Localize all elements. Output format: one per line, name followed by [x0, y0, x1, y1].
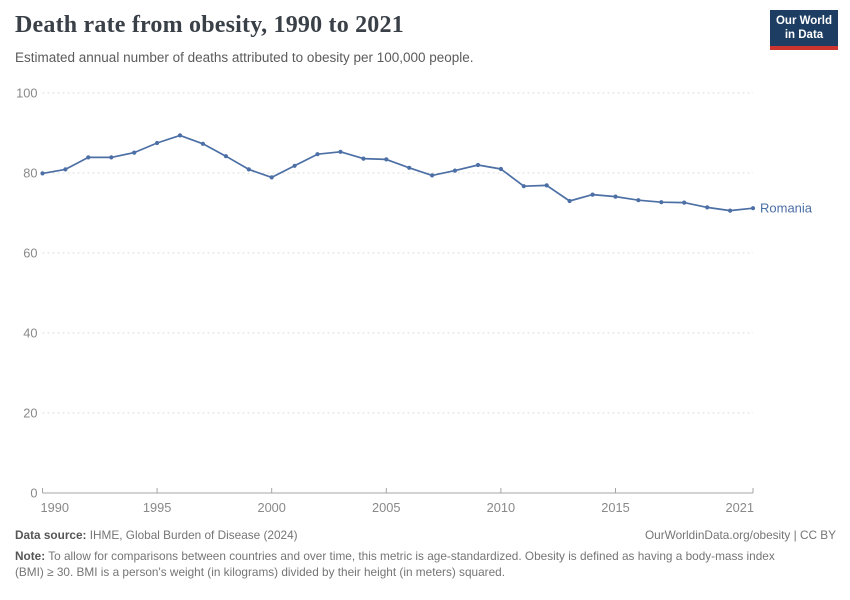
data-point: [200, 141, 205, 146]
data-point: [384, 157, 389, 162]
line-chart-svg: 0 20 40 60 80 100 1990 1995 2000 2005 2010 2015 2021…: [16, 86, 813, 516]
data-point: [659, 200, 664, 205]
owid-logo-line2: in Data: [784, 28, 824, 41]
footnote-label: Note:: [15, 549, 46, 563]
x-tick-label: 1995: [143, 500, 171, 515]
data-point: [521, 184, 526, 189]
data-point: [109, 155, 114, 160]
y-tick-label: 40: [23, 326, 37, 341]
data-point: [269, 175, 274, 180]
x-tick-label: 2000: [257, 500, 285, 515]
y-tick-label: 80: [23, 166, 37, 181]
owid-logo: Our World in Data: [770, 10, 838, 50]
x-tick-label: 2010: [487, 500, 515, 515]
data-source-value: IHME, Global Burden of Disease (2024): [89, 528, 298, 542]
data-point: [452, 168, 458, 173]
owid-logo-line1: Our World: [775, 15, 832, 27]
y-tick-label: 100: [16, 86, 37, 101]
line-chart-area: 0 20 40 60 80 100 1990 1995 2000 2005 2010 2015 2021…: [0, 85, 850, 530]
series-label-romania[interactable]: Romania: [760, 201, 813, 216]
data-point: [728, 208, 733, 213]
data-point: [682, 200, 687, 205]
data-point: [246, 167, 251, 172]
series-line-romania: [41, 134, 754, 212]
data-point: [613, 194, 618, 199]
data-point: [430, 173, 435, 178]
data-point: [590, 192, 595, 197]
footnote: Note: To allow for comparisons between c…: [15, 549, 797, 580]
x-tick-label: 2021: [726, 500, 754, 515]
data-point: [544, 183, 549, 188]
license-link[interactable]: OurWorldinData.org/obesity | CC BY: [644, 528, 836, 542]
y-tick-label: 60: [23, 246, 37, 261]
footnote-text: To allow for comparisons between countri…: [15, 549, 775, 579]
chart-footer: Data source: IHME, Global Burden of Dise…: [15, 528, 836, 580]
y-tick-label: 0: [30, 486, 37, 501]
y-tick-label: 20: [23, 406, 37, 421]
data-point: [407, 165, 412, 170]
data-point: [292, 163, 297, 168]
page-title: Death rate from obesity, 1990 to 2021: [15, 12, 404, 38]
data-point: [86, 155, 91, 160]
data-point: [223, 154, 228, 159]
chart-subtitle: Estimated annual number of deaths attrib…: [15, 50, 474, 65]
data-source-label: Data source:: [15, 528, 87, 542]
data-point: [636, 198, 641, 203]
data-point: [177, 133, 183, 138]
x-tick-label: 2015: [601, 500, 629, 515]
data-point: [475, 162, 481, 168]
data-point: [315, 152, 320, 157]
data-point: [361, 156, 366, 161]
x-tick-label: 1990: [41, 500, 69, 515]
data-point: [155, 140, 160, 146]
data-point: [132, 150, 137, 155]
data-point: [338, 149, 343, 154]
data-point: [40, 171, 45, 176]
data-source: Data source: IHME, Global Burden of Dise…: [15, 528, 298, 542]
data-point: [498, 166, 503, 172]
data-point: [750, 206, 756, 211]
x-tick-label: 2005: [372, 500, 400, 515]
data-point: [705, 205, 710, 210]
data-point: [567, 198, 572, 204]
data-point: [63, 167, 68, 172]
